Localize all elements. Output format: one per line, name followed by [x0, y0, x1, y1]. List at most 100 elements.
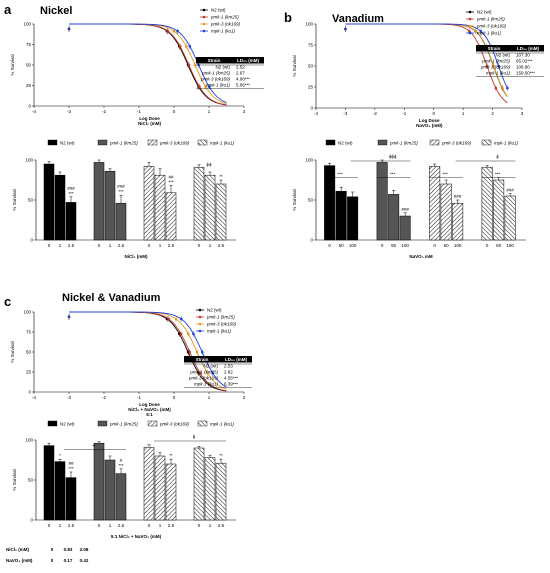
x-tick-label: 0	[198, 523, 201, 528]
bar	[143, 446, 155, 521]
ld50-table-value: 108.90	[516, 65, 530, 70]
bar	[104, 459, 116, 521]
panel-title-b: Vanadium	[332, 13, 384, 25]
y-tick-label: 75	[26, 330, 32, 335]
x-tick-label: 2.5	[218, 523, 225, 528]
y-tick-label: 25	[26, 83, 32, 88]
data-point	[179, 317, 183, 321]
data-point	[501, 86, 504, 90]
legend-marker	[198, 329, 202, 333]
dose-table-value: 0.83	[64, 547, 73, 552]
data-point	[192, 332, 195, 336]
x-tick-label: 1	[59, 243, 62, 248]
bracket-mark: **	[92, 444, 96, 449]
x-tick-label: 3	[521, 111, 524, 116]
x-tick-label: 50	[391, 243, 397, 248]
curve-mpk-1	[69, 23, 227, 103]
x-axis-title: Log Dose	[419, 118, 440, 123]
y-tick-label: 0	[28, 104, 31, 109]
x-tick-label: 0	[148, 243, 151, 248]
dose-table-label: NaVO₃ (mM)	[6, 558, 33, 563]
data-point	[174, 317, 178, 321]
y-tick-label: 50	[28, 198, 34, 203]
x-tick-label: 1	[59, 523, 62, 528]
legend-label: N2 (wt)	[207, 308, 222, 313]
x-tick-label: 1	[209, 243, 212, 248]
x-axis-title: NaVO₃ (mM)	[416, 123, 443, 128]
x-tick-label: 1	[159, 243, 162, 248]
legend-label: pmk-3 (ok169)	[159, 141, 190, 146]
dose-table-label: NiCl₂ (mM)	[6, 547, 29, 552]
data-point	[206, 371, 209, 375]
ld50-table-header-bg	[196, 57, 264, 64]
data-point	[186, 332, 190, 336]
x-tick-label: 1	[462, 111, 465, 116]
y-tick-label: 0	[30, 518, 33, 523]
x-tick-label: 50	[444, 243, 450, 248]
x-tick-label: -4	[314, 111, 318, 116]
data-point	[497, 64, 500, 68]
legend-label: pmk-3 (ok169)	[206, 322, 237, 327]
y-tick-label: 50	[28, 478, 34, 483]
y-axis-title: % Survival	[10, 341, 15, 362]
ld50-table-strain: N2 (wt)	[204, 364, 219, 369]
ld50-table-value: 5.06***	[236, 83, 250, 88]
y-tick-label: 100	[305, 158, 313, 163]
legend-swatch	[147, 139, 158, 146]
dose-table-value: 2.08	[80, 547, 89, 552]
x-tick-label: 100	[506, 243, 514, 248]
legend-marker	[468, 24, 472, 28]
x-tick-label: 1	[209, 523, 212, 528]
ld50-table-strain: pmk-3 (ok169)	[188, 376, 219, 381]
data-point	[193, 63, 197, 67]
legend-label: pmk-1 (km25)	[210, 15, 239, 20]
ld50-table-strain: pmk-3 (ok169)	[200, 77, 231, 82]
ld50-table-header: Strain	[488, 46, 501, 51]
data-point	[166, 29, 170, 33]
data-point	[67, 315, 71, 319]
x-tick-label: 2.5	[68, 523, 75, 528]
data-point	[211, 371, 214, 375]
bar	[452, 202, 464, 241]
x-tick-label: -3	[343, 111, 347, 116]
legend-swatch	[47, 139, 58, 146]
legend-label: N2 (wt)	[477, 10, 492, 15]
y-tick-label: 100	[25, 438, 33, 443]
legend-marker	[468, 31, 472, 35]
bar	[115, 473, 127, 521]
data-point	[185, 45, 188, 48]
data-point	[200, 350, 204, 354]
x-axis-title: NiCl₂ (mM)	[125, 254, 148, 259]
x-tick-label: 100	[349, 243, 357, 248]
significance-mark: *	[59, 453, 61, 458]
x-tick-label: 0	[173, 109, 176, 114]
ld50-table-value: 6.39***	[224, 382, 238, 387]
y-tick-label: 0	[28, 390, 31, 395]
x-axis-title: Log Dose	[139, 116, 160, 121]
legend-label: mpk-1 (ku1)	[494, 141, 519, 146]
bar-chart-b: 0 50 100 % Survival NaVO₃ mM N2 (wt) pmk-1 (km…	[292, 139, 526, 259]
legend-marker	[202, 29, 206, 33]
data-point	[172, 29, 176, 33]
data-point	[207, 85, 211, 88]
legend-label: pmk-1 (km25)	[109, 141, 138, 146]
bracket-mark: ***	[443, 172, 449, 177]
x-tick-label: -2	[102, 395, 106, 400]
ld50-table-header: Strain	[196, 357, 209, 362]
dose-table-value: 0.42	[80, 558, 89, 563]
ld50-table-strain: pmk-1 (km25)	[481, 59, 510, 64]
legend-label: mpk-1 (ku1)	[477, 31, 502, 36]
x-tick-label: -4	[32, 109, 36, 114]
legend-label: N2 (wt)	[60, 422, 75, 427]
y-axis-title: % Survival	[292, 55, 297, 76]
x-tick-label: -2	[373, 111, 377, 116]
x-tick-label: -3	[67, 395, 71, 400]
legend-label: N2 (wt)	[60, 141, 75, 146]
x-tick-label: 2.5	[218, 243, 225, 248]
bar	[165, 463, 177, 521]
ld50-table-value: 2.53	[224, 364, 233, 369]
significance-mark: **	[219, 174, 223, 179]
legend-swatch	[97, 139, 108, 146]
